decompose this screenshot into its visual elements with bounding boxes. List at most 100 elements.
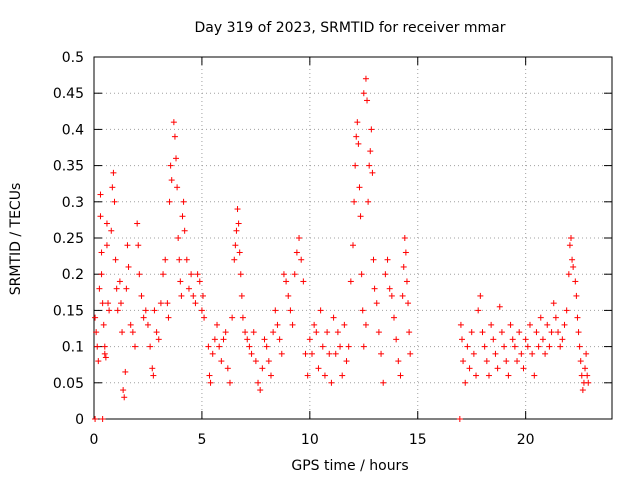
data-point bbox=[96, 285, 103, 292]
data-point bbox=[259, 365, 266, 372]
data-point bbox=[548, 329, 555, 336]
grid-lines bbox=[94, 57, 612, 419]
data-point bbox=[220, 336, 227, 343]
data-point bbox=[334, 329, 341, 336]
data-point bbox=[236, 249, 243, 256]
data-point bbox=[263, 343, 270, 350]
data-point bbox=[123, 285, 130, 292]
data-point bbox=[218, 358, 225, 365]
data-point bbox=[368, 126, 375, 133]
data-point bbox=[403, 278, 410, 285]
data-point bbox=[138, 292, 145, 299]
data-point bbox=[365, 198, 372, 205]
data-point bbox=[399, 292, 406, 299]
data-point bbox=[529, 350, 536, 357]
data-point bbox=[552, 314, 559, 321]
data-point bbox=[108, 227, 115, 234]
data-point bbox=[475, 307, 482, 314]
data-point bbox=[359, 307, 366, 314]
data-point bbox=[563, 307, 570, 314]
data-point bbox=[246, 343, 253, 350]
data-point bbox=[201, 314, 208, 321]
data-point bbox=[185, 285, 192, 292]
data-point bbox=[121, 394, 128, 401]
data-point bbox=[526, 321, 533, 328]
data-point bbox=[192, 300, 199, 307]
data-point bbox=[380, 379, 387, 386]
data-point bbox=[405, 300, 412, 307]
data-point bbox=[585, 379, 592, 386]
data-point bbox=[524, 343, 531, 350]
data-point bbox=[92, 416, 99, 422]
data-point bbox=[224, 365, 231, 372]
y-tick-label: 0.05 bbox=[53, 376, 84, 392]
data-point bbox=[531, 372, 538, 379]
data-point bbox=[544, 321, 551, 328]
data-point bbox=[153, 329, 160, 336]
data-point bbox=[211, 336, 218, 343]
data-point bbox=[356, 184, 363, 191]
data-point bbox=[507, 321, 514, 328]
data-point bbox=[149, 365, 156, 372]
data-point bbox=[533, 329, 540, 336]
data-point bbox=[222, 329, 229, 336]
data-point bbox=[99, 416, 106, 422]
data-point bbox=[150, 372, 157, 379]
data-point bbox=[373, 300, 380, 307]
x-axis-label: GPS time / hours bbox=[291, 458, 408, 474]
data-point bbox=[565, 271, 572, 278]
data-point bbox=[576, 343, 583, 350]
data-point bbox=[285, 292, 292, 299]
data-point bbox=[339, 372, 346, 379]
data-point bbox=[166, 198, 173, 205]
data-point bbox=[357, 213, 364, 220]
data-point bbox=[125, 263, 132, 270]
data-point bbox=[239, 314, 246, 321]
data-point bbox=[179, 213, 186, 220]
data-point bbox=[481, 343, 488, 350]
data-point bbox=[501, 343, 508, 350]
data-point bbox=[270, 329, 277, 336]
data-point bbox=[313, 329, 320, 336]
data-point bbox=[157, 300, 164, 307]
data-point bbox=[485, 372, 492, 379]
data-point bbox=[355, 140, 362, 147]
data-point bbox=[473, 372, 480, 379]
data-point bbox=[291, 271, 298, 278]
data-point bbox=[582, 365, 589, 372]
data-point bbox=[477, 292, 484, 299]
data-point bbox=[134, 220, 141, 227]
data-point bbox=[274, 321, 281, 328]
data-point bbox=[516, 329, 523, 336]
data-point bbox=[103, 220, 110, 227]
data-point bbox=[332, 350, 339, 357]
data-point bbox=[101, 350, 108, 357]
data-point bbox=[293, 249, 300, 256]
data-point bbox=[267, 372, 274, 379]
data-point bbox=[384, 256, 391, 263]
data-point bbox=[514, 358, 521, 365]
y-tick-label: 0.25 bbox=[53, 231, 84, 247]
data-point bbox=[343, 358, 350, 365]
data-point bbox=[330, 314, 337, 321]
data-point bbox=[106, 307, 113, 314]
data-point bbox=[140, 314, 147, 321]
data-point bbox=[124, 242, 131, 249]
data-point bbox=[393, 336, 400, 343]
data-point bbox=[460, 358, 467, 365]
data-point bbox=[237, 271, 244, 278]
data-point bbox=[238, 292, 245, 299]
y-tick-label: 0.5 bbox=[62, 50, 84, 66]
data-point bbox=[214, 321, 221, 328]
data-point bbox=[378, 350, 385, 357]
data-point bbox=[490, 336, 497, 343]
data-point bbox=[337, 343, 344, 350]
data-point bbox=[265, 358, 272, 365]
data-point bbox=[324, 329, 331, 336]
data-point bbox=[168, 177, 175, 184]
data-point bbox=[464, 343, 471, 350]
data-point bbox=[503, 358, 510, 365]
data-point bbox=[400, 263, 407, 270]
data-point bbox=[232, 242, 239, 249]
data-point bbox=[352, 162, 359, 169]
